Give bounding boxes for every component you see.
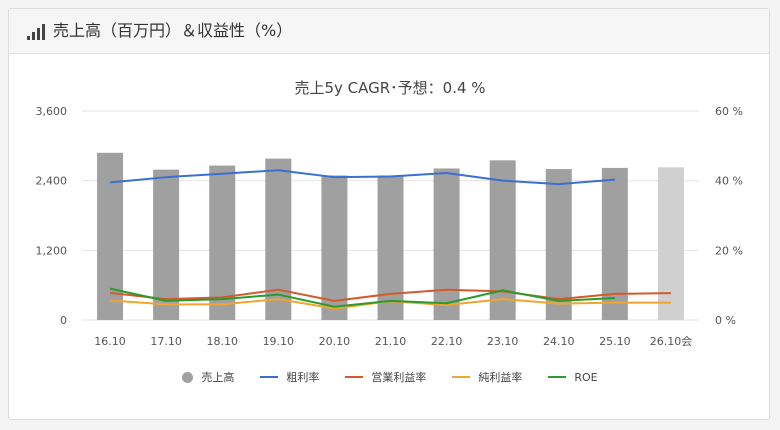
chart-legend: 売上高 粗利率 営業利益率 純利益率 ROE xyxy=(9,369,771,385)
y-right-tick-label: 20 % xyxy=(715,244,743,257)
x-tick-label: 21.10 xyxy=(375,335,407,348)
series-line xyxy=(109,169,615,186)
x-tick-label: 19.10 xyxy=(263,335,295,348)
legend-swatch xyxy=(548,376,567,378)
x-tick-label: 16.10 xyxy=(94,335,126,348)
bar-sales xyxy=(97,152,124,320)
card-title: 売上高（百万円）＆収益性（%） xyxy=(53,21,293,40)
x-tick-label: 26.10会 xyxy=(650,335,693,348)
chart-title: 売上5y CAGR･予想：0.4 % xyxy=(294,79,486,97)
bar-sales xyxy=(209,165,236,320)
y-right-tick-label: 40 % xyxy=(715,175,743,188)
legend-item-sales[interactable]: 売上高 xyxy=(182,369,234,385)
bar-sales xyxy=(433,168,460,320)
bar-sales xyxy=(153,169,180,320)
y-right-tick-label: 60 % xyxy=(715,105,743,118)
x-tick-label: 18.10 xyxy=(206,335,238,348)
legend-label: 売上高 xyxy=(201,371,235,384)
y-right-tick-label: 0 % xyxy=(715,314,736,327)
y-left-tick-label: 2,400 xyxy=(36,175,68,188)
chart-plot: 0 0 % 1,200 20 % 2,400 40 % 3,600 60 % 16.10 17.1… xyxy=(36,105,743,348)
legend-label: 営業利益率 xyxy=(371,371,427,384)
y-left-tick-label: 1,200 xyxy=(36,244,68,257)
legend-item-series[interactable]: 粗利率 xyxy=(260,369,319,385)
bar-chart-icon xyxy=(27,24,45,40)
chart-card: 売上高（百万円）＆収益性（%） 売上5y CAGR･予想：0.4 % 0 0 % 1… xyxy=(8,8,770,420)
card-header: 売上高（百万円）＆収益性（%） xyxy=(9,9,769,54)
bar-sales xyxy=(545,169,572,320)
series-line xyxy=(109,288,671,302)
legend-swatch xyxy=(182,371,194,383)
x-tick-label: 23.10 xyxy=(487,335,519,348)
x-tick-label: 20.10 xyxy=(319,335,351,348)
legend-swatch xyxy=(345,376,364,378)
bar-sales xyxy=(265,158,292,320)
legend-item-series[interactable]: 営業利益率 xyxy=(345,369,426,385)
legend-label: 純利益率 xyxy=(478,371,523,384)
x-tick-label: 22.10 xyxy=(431,335,463,348)
bar-sales xyxy=(657,167,684,320)
bar-sales xyxy=(601,167,628,320)
legend-label: 粗利率 xyxy=(286,371,320,384)
y-left-tick-label: 3,600 xyxy=(36,105,68,118)
bar-sales xyxy=(377,175,404,320)
series-line xyxy=(109,287,615,308)
legend-item-series[interactable]: ROE xyxy=(548,370,598,384)
legend-swatch xyxy=(260,376,279,378)
legend-item-series[interactable]: 純利益率 xyxy=(452,369,522,385)
x-tick-label: 24.10 xyxy=(543,335,575,348)
x-tick-label: 17.10 xyxy=(150,335,182,348)
bar-sales xyxy=(489,160,516,320)
y-left-tick-label: 0 xyxy=(60,314,67,327)
x-tick-label: 25.10 xyxy=(599,335,631,348)
bar-sales xyxy=(321,175,348,320)
legend-swatch xyxy=(452,376,471,378)
legend-label: ROE xyxy=(574,370,598,384)
